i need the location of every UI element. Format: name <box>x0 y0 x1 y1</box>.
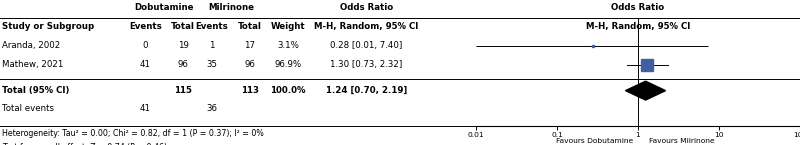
Text: M-H, Random, 95% CI: M-H, Random, 95% CI <box>314 22 418 31</box>
Text: 115: 115 <box>174 86 192 95</box>
Text: Favours Milrinone: Favours Milrinone <box>649 138 714 144</box>
Text: 113: 113 <box>241 86 259 95</box>
Text: 19: 19 <box>178 41 189 50</box>
Text: 3.1%: 3.1% <box>277 41 299 50</box>
Text: 100.0%: 100.0% <box>270 86 306 95</box>
Text: 0: 0 <box>142 41 148 50</box>
Text: 96: 96 <box>178 60 189 69</box>
Text: 17: 17 <box>245 41 255 50</box>
Text: Total events: Total events <box>2 104 54 113</box>
Text: Study or Subgroup: Study or Subgroup <box>2 22 94 31</box>
Polygon shape <box>626 81 666 100</box>
Text: 96: 96 <box>245 60 255 69</box>
Text: Heterogeneity: Tau² = 0.00; Chi² = 0.82, df = 1 (P = 0.37); I² = 0%: Heterogeneity: Tau² = 0.00; Chi² = 0.82,… <box>2 129 264 138</box>
Text: Total (95% CI): Total (95% CI) <box>2 86 70 95</box>
Text: 41: 41 <box>140 60 150 69</box>
Text: Aranda, 2002: Aranda, 2002 <box>2 41 61 50</box>
Text: 0.28 [0.01, 7.40]: 0.28 [0.01, 7.40] <box>330 41 402 50</box>
Text: 96.9%: 96.9% <box>274 60 302 69</box>
Text: Total: Total <box>171 22 195 31</box>
Text: 1.24 [0.70, 2.19]: 1.24 [0.70, 2.19] <box>326 86 407 95</box>
Text: Odds Ratio: Odds Ratio <box>340 3 393 12</box>
Text: Events: Events <box>195 22 228 31</box>
Text: Milrinone: Milrinone <box>208 3 254 12</box>
Text: 1: 1 <box>209 41 214 50</box>
Text: 1.30 [0.73, 2.32]: 1.30 [0.73, 2.32] <box>330 60 402 69</box>
Text: Test for overall effect: Z = 0.74 (P = 0.46): Test for overall effect: Z = 0.74 (P = 0… <box>2 143 167 145</box>
Text: Mathew, 2021: Mathew, 2021 <box>2 60 64 69</box>
Text: 36: 36 <box>206 104 218 113</box>
Text: 35: 35 <box>206 60 218 69</box>
Text: Events: Events <box>129 22 162 31</box>
Text: Weight: Weight <box>270 22 306 31</box>
Text: M-H, Random, 95% CI: M-H, Random, 95% CI <box>586 22 690 31</box>
Text: Odds Ratio: Odds Ratio <box>611 3 665 12</box>
Text: Dobutamine: Dobutamine <box>134 3 194 12</box>
Text: Favours Dobutamine: Favours Dobutamine <box>556 138 633 144</box>
Text: 41: 41 <box>140 104 150 113</box>
Text: Total: Total <box>238 22 262 31</box>
